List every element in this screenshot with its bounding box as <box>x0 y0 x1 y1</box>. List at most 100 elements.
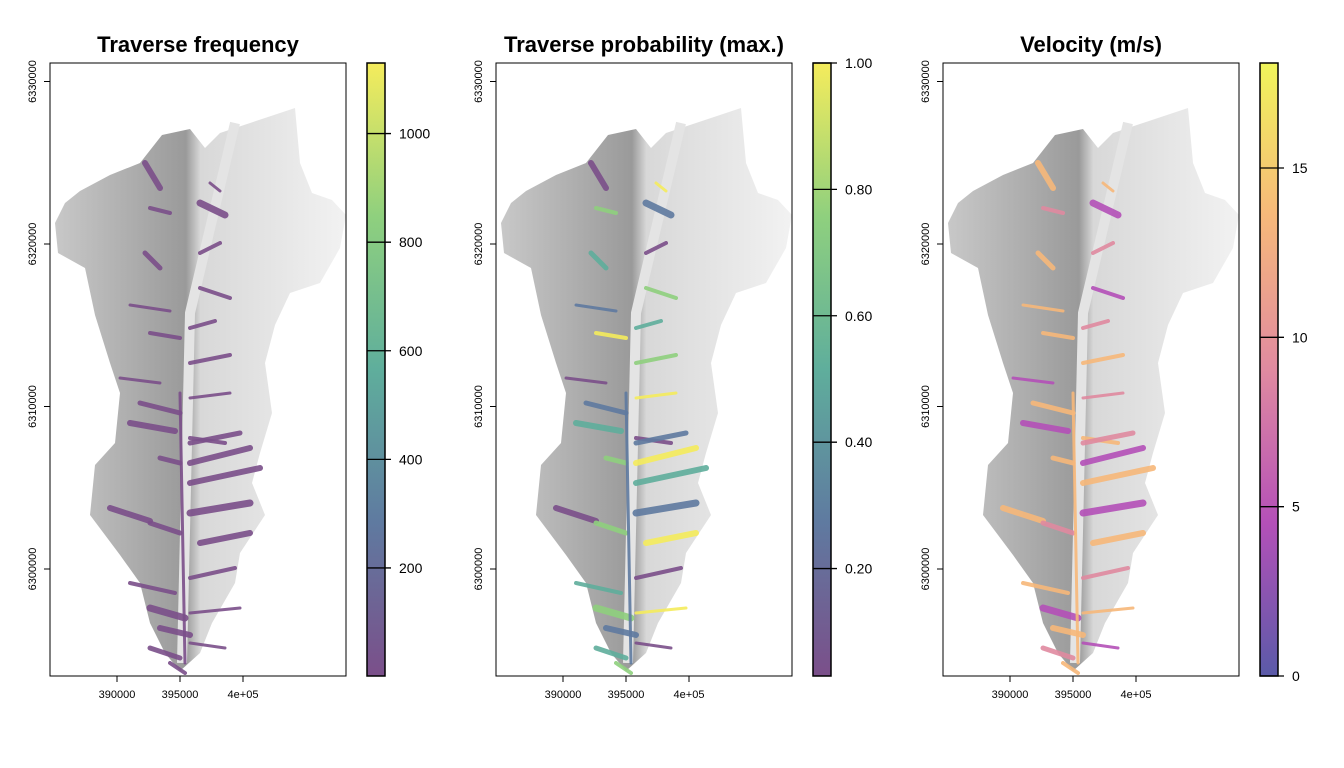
valley-floor <box>1070 121 1133 664</box>
y-tick-label: 6330000 <box>473 60 485 103</box>
runout-path <box>187 430 243 446</box>
x-tick-label: 390000 <box>992 689 1029 701</box>
runout-path <box>147 645 183 661</box>
runout-path <box>148 331 182 340</box>
runout-path <box>1030 400 1076 416</box>
y-tick-label: 6310000 <box>920 385 932 428</box>
x-tick-label: 395000 <box>1055 689 1092 701</box>
runout-path <box>188 319 217 330</box>
runout-path <box>148 206 172 215</box>
colorbar-tick-label: 200 <box>399 560 423 576</box>
runout-path <box>633 445 699 466</box>
runout-path <box>1091 241 1115 255</box>
runout-path <box>1101 181 1115 193</box>
runout-path <box>1011 376 1055 385</box>
runout-path <box>1080 430 1136 446</box>
runout-path <box>118 376 162 385</box>
valley-floor <box>177 121 240 664</box>
runout-path <box>157 455 183 466</box>
panel-title: Traverse frequency <box>97 32 300 57</box>
hillshade-terrain <box>948 108 1239 671</box>
colorbar <box>1259 62 1279 677</box>
runout-path <box>642 199 675 219</box>
runout-path <box>188 566 237 580</box>
y-tick-label: 6310000 <box>473 385 485 428</box>
runout-path <box>1040 645 1076 661</box>
runout-path <box>188 353 232 365</box>
colorbar-tick-label: 5 <box>1292 499 1300 515</box>
map-panel-1: Traverse frequency 390000 395000 4e+05 63000… <box>27 32 430 701</box>
x-tick-label: 4e+05 <box>228 689 259 701</box>
hillshade-terrain <box>55 108 346 671</box>
runout-path <box>644 241 668 255</box>
runout-path <box>1080 445 1146 466</box>
x-tick-label: 4e+05 <box>674 689 705 701</box>
runout-path <box>1061 661 1080 675</box>
colorbar-tick-label: 0.80 <box>845 181 872 197</box>
y-tick-label: 6330000 <box>27 60 39 103</box>
runout-path <box>1079 499 1147 517</box>
runout-path <box>128 581 177 595</box>
runout-path <box>594 331 628 340</box>
runout-path <box>137 400 183 416</box>
runout-path <box>107 505 153 524</box>
runout-path <box>1021 303 1065 313</box>
runout-path <box>1081 606 1135 615</box>
colorbar-tick-label: 0.60 <box>845 308 872 324</box>
colorbar-tick-label: 1000 <box>399 126 430 142</box>
runout-path <box>208 181 222 193</box>
colorbar-tick-label: 10 <box>1292 329 1308 345</box>
colorbar-tick-label: 0.20 <box>845 561 872 577</box>
runout-path <box>553 505 599 524</box>
runout-path <box>1040 520 1076 536</box>
runout-path <box>1021 581 1070 595</box>
runout-path <box>1041 206 1065 215</box>
y-tick-label: 6310000 <box>27 385 39 428</box>
runout-path <box>187 465 263 486</box>
runout-path <box>603 455 629 466</box>
runout-path <box>146 604 189 622</box>
runout-path <box>594 206 618 215</box>
x-tick-label: 390000 <box>545 689 582 701</box>
colorbar-tick-label: 15 <box>1292 160 1308 176</box>
runout-path <box>588 250 609 271</box>
map-frame <box>495 62 793 677</box>
runout-path <box>1020 420 1071 434</box>
runout-path <box>634 319 663 330</box>
runout-path <box>1039 604 1082 622</box>
runout-path <box>573 420 624 434</box>
runout-path <box>632 499 700 517</box>
runout-path <box>1089 199 1122 219</box>
runout-path <box>178 391 187 665</box>
runout-path <box>588 160 609 191</box>
runout-path <box>188 606 242 615</box>
y-tick-label: 6300000 <box>473 548 485 591</box>
runout-path <box>1081 391 1125 400</box>
runout-path <box>1071 391 1080 665</box>
x-tick-label: 395000 <box>608 689 645 701</box>
runout-path <box>574 581 623 595</box>
runout-path <box>1081 566 1130 580</box>
valley-floor <box>623 121 686 664</box>
runout-path <box>624 391 633 665</box>
runout-path <box>644 286 678 300</box>
runout-path <box>633 430 689 446</box>
y-tick-label: 6320000 <box>473 223 485 266</box>
runout-path <box>633 465 709 486</box>
runout-path <box>1081 641 1120 650</box>
runout-path <box>634 353 678 365</box>
runout-path <box>614 661 633 675</box>
runout-path <box>142 250 163 271</box>
colorbar <box>366 62 386 677</box>
runout-path <box>643 530 699 546</box>
panel-title: Velocity (m/s) <box>1020 32 1162 57</box>
runout-path <box>1081 353 1125 365</box>
runout-path <box>127 420 178 434</box>
runout-path <box>1041 331 1075 340</box>
runout-path <box>592 604 635 622</box>
runout-path <box>634 391 678 400</box>
runout-path <box>564 376 608 385</box>
y-tick-label: 6300000 <box>27 548 39 591</box>
map-panel-3: Velocity (m/s) 390000 395000 4e+05 6300000 63… <box>920 32 1308 701</box>
